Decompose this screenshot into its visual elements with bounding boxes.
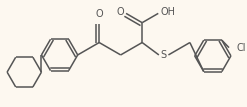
Text: O: O: [95, 9, 103, 19]
Text: S: S: [161, 50, 167, 60]
Text: O: O: [117, 7, 124, 17]
Text: OH: OH: [160, 7, 175, 17]
Text: Cl: Cl: [237, 43, 246, 53]
